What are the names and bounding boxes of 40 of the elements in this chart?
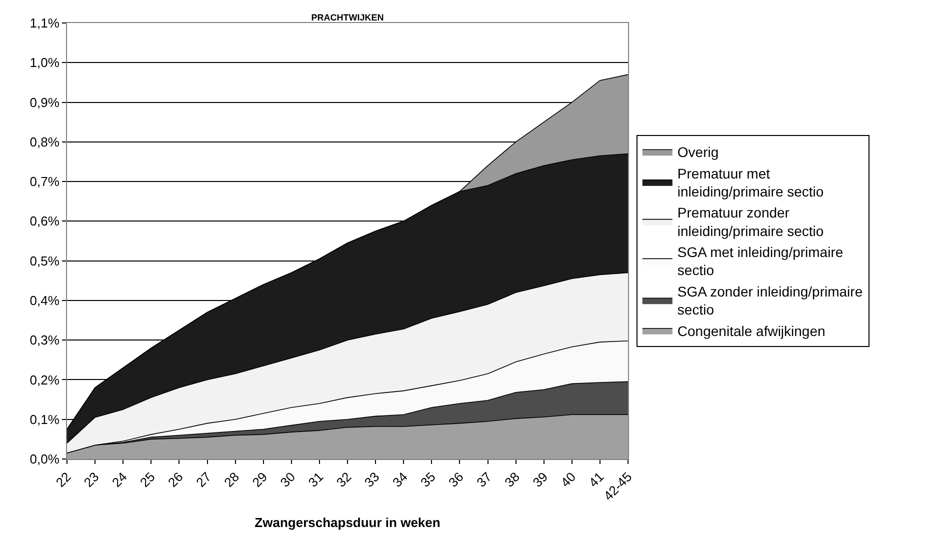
y-tick-label: 0,5% — [30, 253, 60, 268]
x-tick-label: 28 — [221, 469, 242, 490]
x-tick-label: 38 — [502, 469, 523, 490]
x-axis-title: Zwangerschapsduur in weken — [254, 514, 440, 530]
legend-label: Prematuur met inleiding/primaire sectio — [677, 165, 824, 200]
y-tick-label: 0,4% — [30, 293, 60, 308]
x-tick-label: 23 — [80, 469, 102, 490]
x-tick-label: 24 — [108, 469, 130, 490]
x-tick-label: 32 — [333, 469, 354, 490]
x-tick-label: 31 — [305, 469, 326, 490]
y-tick-label: 0,7% — [30, 174, 60, 190]
legend-label: Overig — [677, 144, 719, 160]
x-tick-label: 36 — [446, 469, 466, 490]
x-tick-label: 40 — [558, 469, 579, 490]
x-tick-label: 37 — [474, 469, 494, 490]
y-tick-label: 0,1% — [30, 412, 60, 427]
x-tick-label: 22 — [52, 469, 74, 490]
x-tick-label: 33 — [361, 469, 382, 490]
y-tick-label: 1,0% — [30, 55, 60, 70]
x-tick-label: 26 — [165, 469, 186, 490]
x-tick-label: 41 — [586, 469, 607, 490]
y-tick-label: 0,2% — [30, 372, 60, 388]
y-tick-label: 0,3% — [30, 332, 60, 348]
y-tick-label: 0,0% — [30, 452, 60, 467]
x-tick-label: 27 — [193, 469, 214, 490]
x-tick-label: 25 — [137, 469, 158, 490]
x-tick-label: 39 — [530, 469, 551, 490]
legend-label: Prematuur zonder inleiding/primaire sectio — [677, 204, 824, 239]
chart-title: PRACHTWIJKEN — [311, 12, 384, 22]
y-tick-label: 0,6% — [30, 214, 60, 229]
x-tick-label: 34 — [389, 469, 410, 490]
legend-label: Congenitale afwijkingen — [677, 322, 826, 339]
x-tick-label: 30 — [277, 469, 298, 490]
y-tick-label: 1,1% — [30, 16, 60, 31]
y-tick-label: 0,9% — [30, 94, 60, 110]
x-tick-label: 35 — [418, 469, 438, 490]
legend-label: SGA zonder inleiding/primaire sectio — [677, 283, 863, 318]
y-tick-label: 0,8% — [30, 134, 60, 150]
x-tick-label: 29 — [249, 469, 270, 490]
legend-label: SGA met inleiding/primaire sectio — [677, 244, 844, 278]
